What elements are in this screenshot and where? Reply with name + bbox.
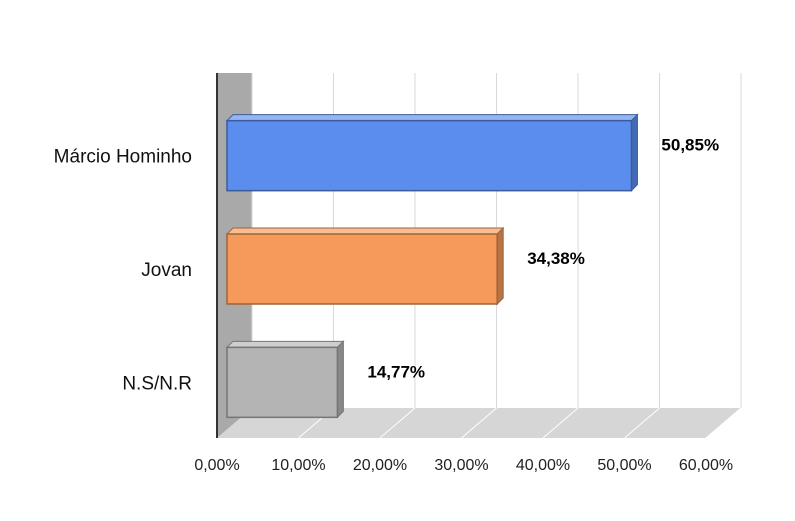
bar-side-0 bbox=[630, 113, 638, 192]
category-label-1: Jovan bbox=[141, 260, 192, 281]
floor-gridline-4 bbox=[542, 407, 579, 439]
data-label-2: 14,77% bbox=[367, 362, 425, 381]
bar-top-2 bbox=[225, 340, 345, 348]
x-tick-label-4: 40,00% bbox=[516, 457, 570, 474]
floor-gridline-3 bbox=[461, 407, 497, 439]
bar-2 bbox=[226, 346, 339, 419]
bar-top-1 bbox=[225, 227, 505, 235]
x-tick-label-3: 30,00% bbox=[434, 457, 488, 474]
category-label-0: Márcio Hominho bbox=[54, 147, 192, 168]
bar-side-1 bbox=[496, 226, 504, 306]
bar-side-2 bbox=[336, 340, 344, 419]
data-label-0: 50,85% bbox=[661, 136, 719, 155]
x-tick-label-0: 0,00% bbox=[194, 457, 239, 474]
x-tick-label-2: 20,00% bbox=[353, 457, 407, 474]
bar-top-0 bbox=[225, 114, 639, 122]
x-tick-label-5: 50,00% bbox=[597, 457, 651, 474]
floor-gridline-5 bbox=[624, 407, 660, 439]
bar-1 bbox=[226, 233, 498, 305]
x-tick-label-1: 10,00% bbox=[271, 457, 325, 474]
data-label-1: 34,38% bbox=[527, 249, 585, 268]
x-tick-label-6: 60,00% bbox=[679, 457, 733, 474]
floor-gridline-6 bbox=[705, 407, 742, 439]
bar-0 bbox=[226, 119, 633, 192]
category-label-2: N.S/N.R bbox=[122, 373, 192, 394]
floor-gridline-2 bbox=[379, 407, 416, 439]
